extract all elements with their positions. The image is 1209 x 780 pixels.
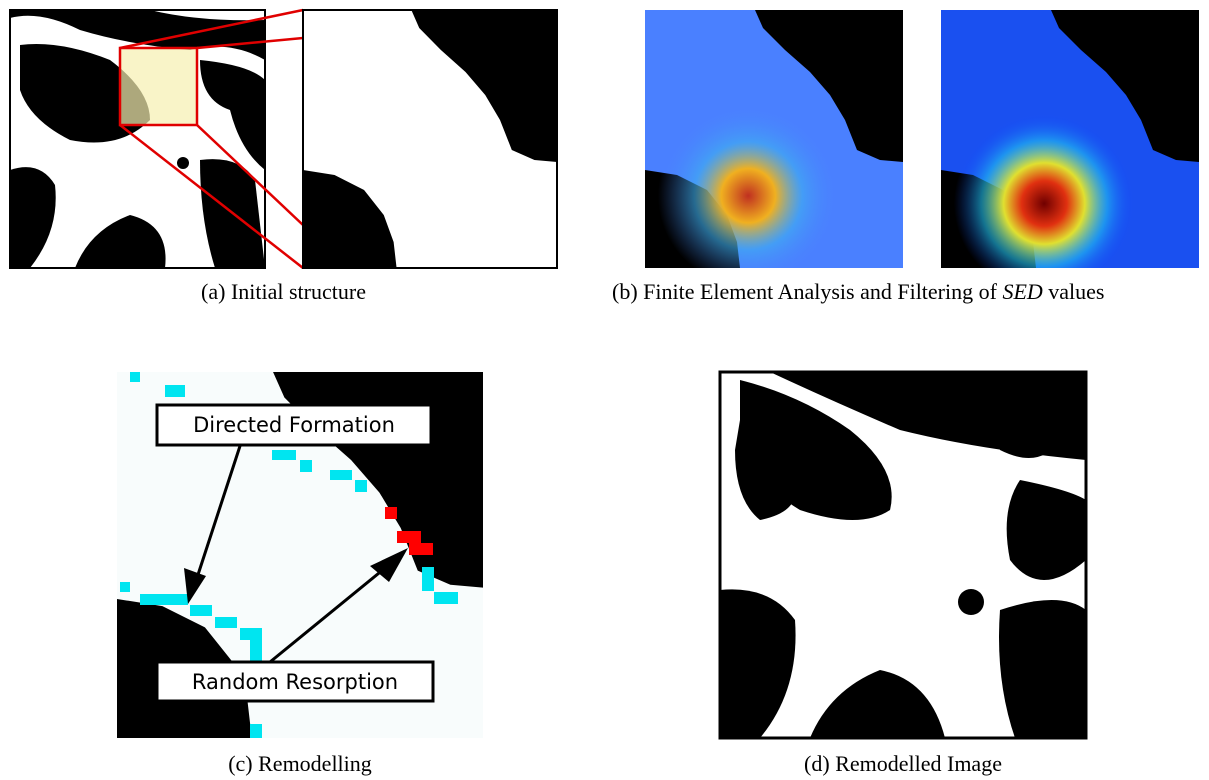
caption: (d) Remodelled Image <box>720 750 1086 778</box>
caption-label: (d) <box>804 751 830 776</box>
callout-label: Directed Formation <box>193 413 395 437</box>
caption-text: Finite Element Analysis and Filtering of <box>643 279 997 304</box>
caption-math: SED <box>1002 279 1042 304</box>
caption: (a) Initial structure <box>10 278 557 306</box>
caption-label: (a) <box>201 279 225 304</box>
initial-structure <box>10 10 557 268</box>
caption: (c) Remodelling <box>117 750 483 778</box>
callout-label: Random Resorption <box>192 670 398 694</box>
caption-text: Remodelling <box>258 751 372 776</box>
remodelled-image <box>720 372 1086 738</box>
caption-text: Initial structure <box>231 279 366 304</box>
caption-text: values <box>1048 279 1104 304</box>
caption: (b) Finite Element Analysis and Filterin… <box>612 278 1199 306</box>
caption-label: (b) <box>612 279 638 304</box>
caption-text: Remodelled Image <box>835 751 1002 776</box>
caption-label: (c) <box>228 751 252 776</box>
figure: Directed Formation Random Resorption <box>0 0 1209 780</box>
page: Directed Formation Random Resorption (a)… <box>0 0 1209 780</box>
sed-heatmaps <box>645 10 1199 268</box>
remodelling: Directed Formation Random Resorption <box>117 372 483 738</box>
